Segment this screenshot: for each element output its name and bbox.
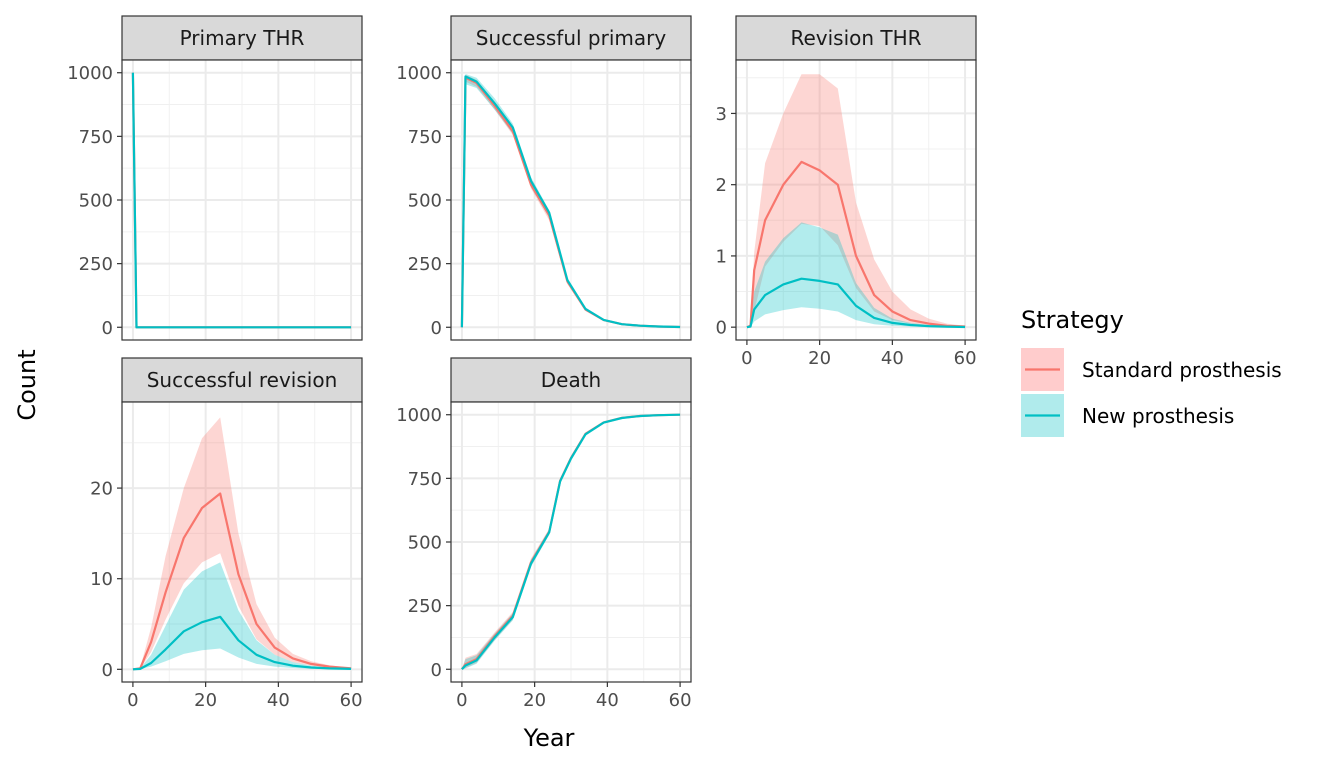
x-tick-label: 0 bbox=[741, 348, 752, 369]
x-tick-label: 40 bbox=[881, 348, 904, 369]
plot-area bbox=[131, 72, 352, 329]
legend-label: New prosthesis bbox=[1082, 404, 1234, 428]
facet-strip bbox=[121, 15, 363, 61]
x-tick-label: 40 bbox=[267, 690, 290, 711]
ribbon-new bbox=[746, 222, 966, 328]
facet-title: Successful revision bbox=[147, 368, 338, 392]
legend-label: Standard prosthesis bbox=[1082, 358, 1282, 382]
plot-area bbox=[746, 74, 966, 329]
facet-panel: Revision THR 0 1 2 3 0 20 40 60 bbox=[716, 15, 977, 369]
y-tick-label: 750 bbox=[408, 469, 442, 490]
x-tick-label: 0 bbox=[456, 690, 467, 711]
facet-title: Successful primary bbox=[476, 26, 667, 50]
x-tick-label: 60 bbox=[340, 690, 363, 711]
facet-strip bbox=[450, 357, 692, 403]
x-axis-title: Year bbox=[523, 724, 575, 752]
facet-panel: Successful primary 0 250 500 750 1000 bbox=[396, 15, 692, 341]
plot-area bbox=[132, 417, 352, 671]
y-tick-label: 0 bbox=[431, 660, 442, 681]
y-tick-label: 0 bbox=[102, 660, 113, 681]
legend-item: Standard prosthesis bbox=[1021, 348, 1282, 391]
x-tick-label: 20 bbox=[523, 690, 546, 711]
plot-area bbox=[460, 74, 681, 329]
y-tick-label: 1000 bbox=[67, 63, 113, 84]
x-tick-label: 60 bbox=[669, 690, 692, 711]
y-tick-label: 250 bbox=[408, 596, 442, 617]
y-tick-label: 1000 bbox=[396, 63, 442, 84]
ribbon-standard bbox=[746, 74, 966, 328]
y-tick-label: 500 bbox=[408, 533, 442, 554]
series-line-new bbox=[460, 75, 681, 329]
x-tick-label: 60 bbox=[954, 348, 977, 369]
panel-border bbox=[121, 401, 363, 683]
y-tick-label: 1 bbox=[716, 246, 727, 267]
x-tick-label: 40 bbox=[596, 690, 619, 711]
y-tick-label: 500 bbox=[408, 191, 442, 212]
x-tick-label: 20 bbox=[194, 690, 217, 711]
facet-panel: Death 0 250 500 750 1000 0 20 40 60 bbox=[396, 357, 692, 711]
series-line-standard bbox=[132, 492, 352, 671]
facet-title: Primary THR bbox=[180, 26, 305, 50]
y-tick-label: 250 bbox=[79, 254, 113, 275]
gridlines bbox=[451, 402, 691, 682]
x-tick-label: 0 bbox=[127, 690, 138, 711]
legend-item: New prosthesis bbox=[1021, 394, 1234, 437]
y-tick-label: 0 bbox=[431, 318, 442, 339]
facet-title: Death bbox=[541, 368, 601, 392]
series-line-new bbox=[746, 277, 966, 329]
series-line-new bbox=[132, 615, 352, 671]
facet-title: Revision THR bbox=[790, 26, 921, 50]
facet-panel: Primary THR 0 250 500 750 1000 bbox=[67, 15, 363, 341]
series-line-new bbox=[131, 72, 352, 329]
ribbon-standard bbox=[132, 417, 352, 670]
legend-title: Strategy bbox=[1021, 306, 1124, 334]
series-line-new bbox=[461, 413, 681, 671]
y-tick-label: 750 bbox=[408, 127, 442, 148]
legend: Strategy Standard prosthesis New prosthesi… bbox=[1021, 306, 1282, 437]
plot-area bbox=[461, 413, 681, 671]
y-tick-label: 250 bbox=[408, 254, 442, 275]
y-tick-label: 10 bbox=[90, 569, 113, 590]
y-axis-title: Count bbox=[13, 349, 41, 420]
y-tick-label: 20 bbox=[90, 479, 113, 500]
y-tick-label: 2 bbox=[716, 175, 727, 196]
series-line-standard bbox=[746, 160, 966, 329]
facet-panel: Successful revision 0 10 20 0 20 40 60 bbox=[90, 357, 363, 711]
y-tick-label: 0 bbox=[716, 318, 727, 339]
y-tick-label: 1000 bbox=[396, 405, 442, 426]
facet-strip bbox=[450, 15, 692, 61]
gridlines bbox=[122, 402, 362, 682]
y-tick-label: 0 bbox=[102, 318, 113, 339]
y-tick-label: 3 bbox=[716, 104, 727, 125]
ribbon-new bbox=[132, 562, 352, 670]
panel-border bbox=[735, 59, 977, 341]
y-tick-label: 750 bbox=[79, 127, 113, 148]
gridlines bbox=[122, 60, 362, 340]
y-tick-label: 500 bbox=[79, 191, 113, 212]
x-tick-label: 20 bbox=[808, 348, 831, 369]
